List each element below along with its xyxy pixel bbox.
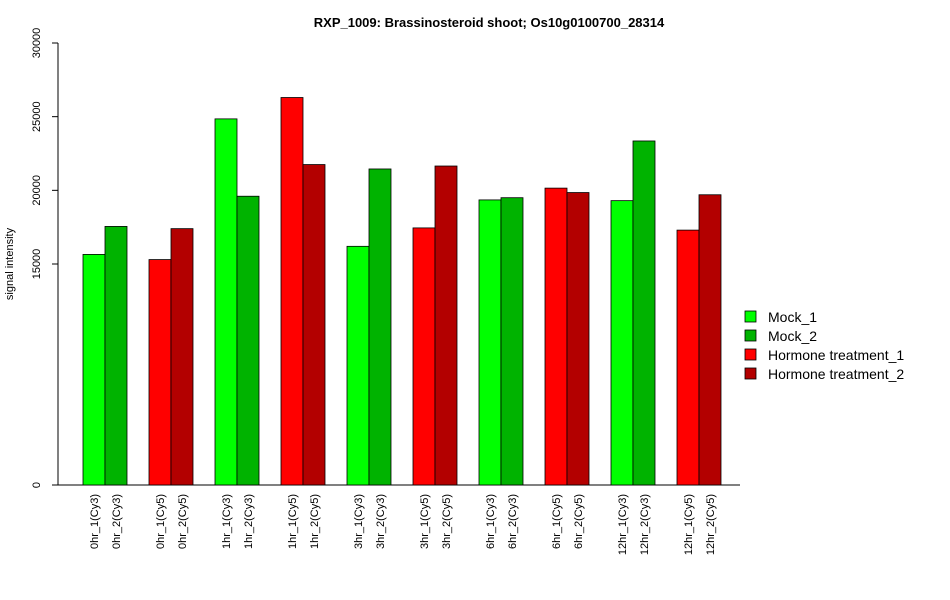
bar <box>412 227 436 486</box>
legend-swatch <box>744 348 757 361</box>
y-tick-label: 20000 <box>31 175 43 206</box>
bar <box>610 200 634 486</box>
legend: Mock_1 Mock_2 Hormone treatment_1 Hormone t… <box>744 309 904 382</box>
bar <box>500 197 524 486</box>
x-tick-labels: 0hr_1(Cy3) 0hr_2(Cy3) 0hr_1(Cy5) 0hr_2(Cy5)… <box>89 494 717 555</box>
y-tick-label: 25000 <box>31 101 43 132</box>
legend-label: Mock_1 <box>768 309 817 325</box>
x-tick-label: 3hr_2(Cy3) <box>375 494 387 549</box>
bar <box>698 194 722 486</box>
bar <box>478 199 502 486</box>
bar <box>82 254 106 486</box>
legend-label: Hormone treatment_1 <box>768 347 904 363</box>
x-tick-label: 3hr_1(Cy3) <box>353 494 365 549</box>
bar <box>302 164 326 486</box>
bar <box>632 140 656 486</box>
bar <box>346 245 370 486</box>
bar <box>236 195 260 486</box>
x-tick-label: 1hr_2(Cy5) <box>309 494 321 549</box>
x-tick-label: 0hr_2(Cy5) <box>177 494 189 549</box>
legend-swatch <box>744 310 757 323</box>
x-tick-label: 6hr_1(Cy3) <box>485 494 497 549</box>
legend-swatch <box>744 367 757 380</box>
legend-swatch <box>744 329 757 342</box>
x-tick-label: 0hr_2(Cy3) <box>111 494 123 549</box>
bar-group <box>82 97 722 486</box>
bar <box>434 165 458 486</box>
bar <box>566 192 590 486</box>
bar <box>280 97 304 486</box>
x-tick-label: 1hr_2(Cy3) <box>243 494 255 549</box>
x-tick-label: 0hr_1(Cy3) <box>89 494 101 549</box>
bar <box>368 168 392 486</box>
x-tick-label: 3hr_2(Cy5) <box>441 494 453 549</box>
bar <box>544 187 568 486</box>
bar <box>170 228 194 486</box>
y-tick-label: 0 <box>31 482 43 488</box>
x-tick-label: 6hr_2(Cy5) <box>573 494 585 549</box>
x-tick-label: 12hr_2(Cy5) <box>705 494 717 555</box>
legend-label: Mock_2 <box>768 328 817 344</box>
y-axis-label: signal intensity <box>4 227 16 300</box>
x-tick-label: 12hr_1(Cy3) <box>617 494 629 555</box>
x-tick-label: 3hr_1(Cy5) <box>419 494 431 549</box>
y-axis: 0 15000 20000 25000 30000 <box>31 28 59 488</box>
x-tick-label: 6hr_2(Cy3) <box>507 494 519 549</box>
x-tick-label: 1hr_1(Cy5) <box>287 494 299 549</box>
legend-label: Hormone treatment_2 <box>768 366 904 382</box>
bar <box>148 259 172 486</box>
x-tick-label: 12hr_1(Cy5) <box>683 494 695 555</box>
x-tick-label: 0hr_1(Cy5) <box>155 494 167 549</box>
chart-title: RXP_1009: Brassinosteroid shoot; Os10g01… <box>314 15 665 30</box>
bar <box>676 229 700 486</box>
x-tick-label: 6hr_1(Cy5) <box>551 494 563 549</box>
x-tick-label: 12hr_2(Cy3) <box>639 494 651 555</box>
bar <box>214 118 238 486</box>
bar <box>104 226 128 486</box>
y-tick-label: 30000 <box>31 28 43 59</box>
y-tick-label: 15000 <box>31 249 43 280</box>
x-tick-label: 1hr_1(Cy3) <box>221 494 233 549</box>
